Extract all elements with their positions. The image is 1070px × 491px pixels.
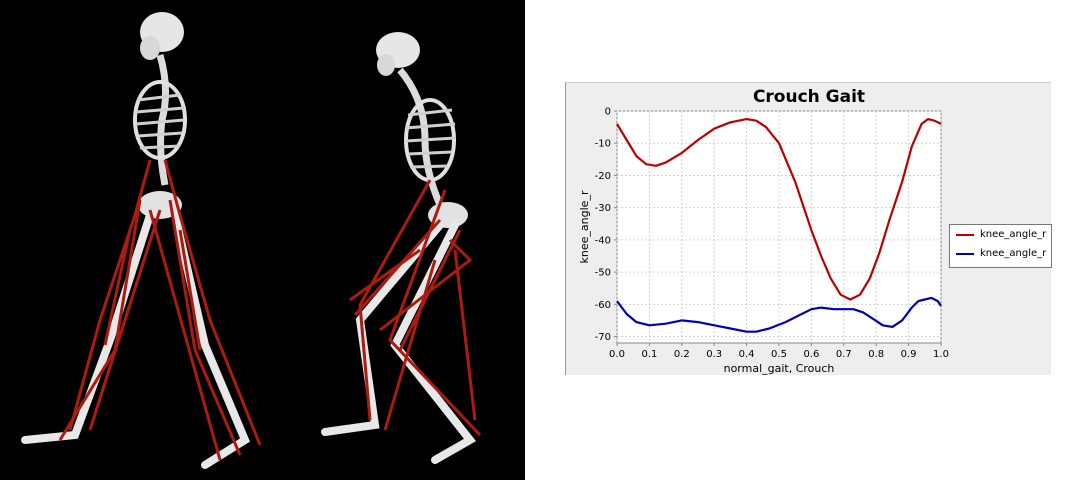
x-tick-label: 0.6 (803, 349, 819, 360)
series-line-0 (616, 117, 942, 301)
legend-item-red: knee_angle_r (950, 225, 1051, 244)
line-chart[interactable]: Crouch Gait 0.0 0.1 0.2 0.3 0.4 0.5 0.6 0.7 0.8 0… (566, 83, 1052, 376)
series-line-1 (616, 296, 942, 333)
legend-swatch-red (956, 234, 974, 236)
x-tick-label: 0.4 (739, 349, 755, 360)
x-tick-label: 0.1 (641, 349, 657, 360)
legend-label: knee_angle_r (980, 229, 1047, 240)
y-tick-label: -70 (595, 332, 611, 343)
x-tick-label: 0.8 (868, 349, 884, 360)
x-tick-label: 0.5 (771, 349, 787, 360)
skeleton-crouch-gait (321, 32, 482, 464)
x-tick-label: 0.0 (609, 349, 625, 360)
data-series (616, 117, 942, 333)
x-tick-label: 0.3 (706, 349, 722, 360)
y-tick-label: -20 (595, 171, 611, 182)
y-tick-label: -30 (595, 203, 611, 214)
chart-legend: knee_angle_r knee_angle_r (949, 224, 1052, 268)
y-tick-label: -60 (595, 300, 611, 311)
y-tick-label: -40 (595, 235, 611, 246)
x-tick-label: 0.2 (674, 349, 690, 360)
x-axis-label: normal_gait, Crouch (724, 362, 835, 375)
model-viewer[interactable] (0, 0, 525, 480)
y-axis-label: knee_angle_r (578, 190, 591, 263)
skeleton-scene (21, 12, 482, 469)
x-tick-label: 0.7 (836, 349, 852, 360)
chart-title: Crouch Gait (753, 87, 865, 107)
x-tick-label: 0.9 (901, 349, 917, 360)
plot-panel: Crouch Gait 0.0 0.1 0.2 0.3 0.4 0.5 0.6 0.7 0.8 0… (565, 82, 1052, 376)
y-tick-label: -10 (595, 139, 611, 150)
skeleton-normal-gait (21, 12, 262, 469)
y-tick-label: -50 (595, 268, 611, 279)
legend-label: knee_angle_r (980, 248, 1047, 259)
x-tick-label: 1.0 (933, 349, 949, 360)
legend-item-blue: knee_angle_r (950, 244, 1051, 263)
y-tick-label: 0 (605, 107, 611, 118)
legend-swatch-blue (956, 253, 974, 255)
axis-ticks: 0.0 0.1 0.2 0.3 0.4 0.5 0.6 0.7 0.8 0.9 1.0 0 -10 -20… (595, 107, 949, 361)
